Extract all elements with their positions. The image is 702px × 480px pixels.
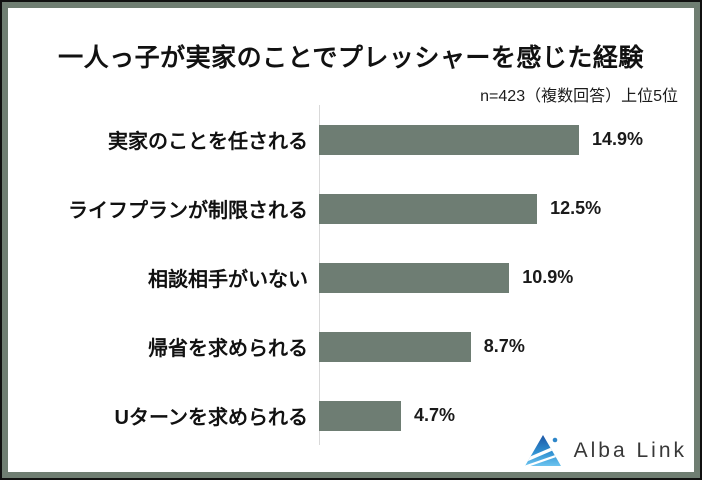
alba-link-triangle-icon [524,435,561,466]
chart-rows: 実家のことを任される 14.9% ライフプランが制限される 12.5% 相談相手… [0,105,702,450]
category-label: 実家のことを任される [108,131,308,153]
value-label: 12.5% [550,198,602,218]
category-label: 相談相手がいない [148,269,308,291]
value-label: 4.7% [414,405,456,425]
category-label: ライフプランが制限される [68,200,308,222]
category-label: 帰省を求められる [148,338,308,360]
bar [319,193,538,224]
logo-dot [552,437,557,443]
bar-chart: 実家のことを任される 14.9% ライフプランが制限される 12.5% 相談相手… [0,105,702,451]
alba-link-logo: Alba Link [524,432,687,469]
value-label: 14.9% [592,129,644,149]
chart-row: ライフプランが制限される 12.5% [0,174,702,243]
value-label: 8.7% [483,336,525,356]
chart-row: Uターンを求められる 4.7% [0,381,702,450]
value-label: 10.9% [522,267,574,287]
bar-area: 14.9% [319,105,702,174]
bar [319,400,401,431]
category-label: Uターンを求められる [114,407,308,429]
sample-size-note: n=423（複数回答）上位5位 [480,88,678,105]
chart-row: 相談相手がいない 10.9% [0,243,702,312]
chart-row: 帰省を求められる 8.7% [0,312,702,381]
bar [319,331,471,362]
chart-row: 実家のことを任される 14.9% [0,105,702,174]
bar-area: 4.7% [319,381,702,450]
logo-text: Alba Link [573,438,687,462]
bar [319,262,510,293]
bar-area: 8.7% [319,312,702,381]
bar-area: 12.5% [319,174,702,243]
bar [319,124,579,155]
bar-area: 10.9% [319,243,702,312]
page-title: 一人っ子が実家のことでプレッシャーを感じた経験 [58,44,644,72]
